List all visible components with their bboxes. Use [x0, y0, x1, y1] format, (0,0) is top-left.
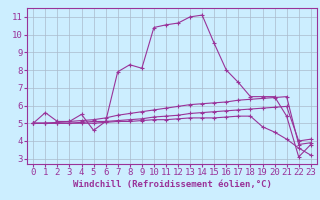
X-axis label: Windchill (Refroidissement éolien,°C): Windchill (Refroidissement éolien,°C)	[73, 180, 271, 189]
